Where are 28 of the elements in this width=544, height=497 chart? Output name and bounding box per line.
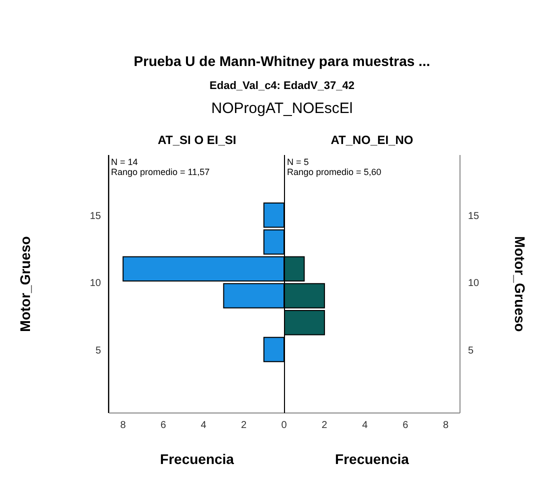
annotation: N = 14 xyxy=(111,157,138,167)
x-axis-title: Frecuencia xyxy=(334,451,410,467)
chart-title: AT_SI O EI_SI xyxy=(156,133,238,147)
chart-title: AT_NO_EI_NO xyxy=(330,133,414,147)
y-tick-label: 5 xyxy=(468,345,474,356)
text: NOProgAT_NOEscEl xyxy=(210,100,354,117)
x-tick-label: 4 xyxy=(362,420,368,432)
text: Prueba U de Mann-Whitney para muestras ... xyxy=(132,53,432,69)
x-tick-label: 6 xyxy=(402,420,409,432)
x-tick-label: 2 xyxy=(322,420,328,432)
y-tick-label: 15 xyxy=(468,211,480,222)
x-tick-label: 4 xyxy=(200,420,207,432)
x-tick-label: 8 xyxy=(120,420,126,432)
y-axis-title: Motor_Grueso xyxy=(16,236,33,332)
x-tick-label: 0 xyxy=(281,420,288,432)
x-tick-label: 6 xyxy=(160,420,167,432)
y-tick-label: 10 xyxy=(468,278,480,290)
x-axis-title: Frecuencia xyxy=(159,451,235,467)
text: Edad_Val_c4: EdadV_37_42 xyxy=(208,80,356,92)
x-tick-label: 2 xyxy=(240,420,247,432)
annotation: N = 5 xyxy=(287,157,309,167)
annotation: Rango promedio = 5,60 xyxy=(287,167,382,177)
y-tick-label: 15 xyxy=(90,211,102,222)
annotation: Rango promedio = 11,57 xyxy=(111,167,210,177)
y-tick-label: 5 xyxy=(95,345,102,356)
y-tick-label: 10 xyxy=(90,278,102,290)
y-axis-title: Motor_Grueso xyxy=(512,236,528,332)
x-tick-label: 8 xyxy=(443,420,450,432)
